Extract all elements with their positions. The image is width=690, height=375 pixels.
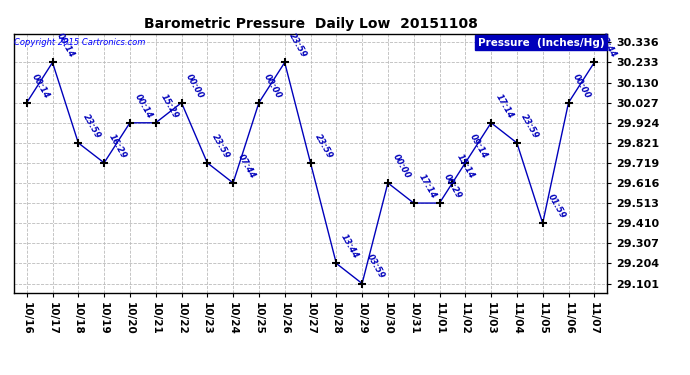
Text: 17:14: 17:14 <box>494 92 515 120</box>
Text: 00:14: 00:14 <box>132 92 154 120</box>
Text: 00:14: 00:14 <box>30 72 50 100</box>
Text: 09:14: 09:14 <box>468 132 489 160</box>
Text: 00:00: 00:00 <box>391 152 412 180</box>
Text: 23:59: 23:59 <box>520 112 541 140</box>
Text: 15:29: 15:29 <box>159 92 179 120</box>
Text: 01:59: 01:59 <box>546 193 566 220</box>
Title: Barometric Pressure  Daily Low  20151108: Barometric Pressure Daily Low 20151108 <box>144 17 477 31</box>
Text: Copyright 2015 Cartronics.com: Copyright 2015 Cartronics.com <box>14 38 146 46</box>
Text: 00:00: 00:00 <box>571 72 593 100</box>
Text: 00:29: 00:29 <box>442 172 464 200</box>
Text: 00:00: 00:00 <box>184 72 206 100</box>
Text: 13:44: 13:44 <box>339 233 360 261</box>
Text: 23:44: 23:44 <box>597 32 618 60</box>
Text: 23:59: 23:59 <box>210 132 231 160</box>
Text: 23:59: 23:59 <box>81 112 102 140</box>
Text: 00:00: 00:00 <box>262 72 283 100</box>
Text: 17:14: 17:14 <box>417 172 437 200</box>
Text: 07:44: 07:44 <box>236 152 257 180</box>
Text: Pressure  (Inches/Hg): Pressure (Inches/Hg) <box>477 38 604 48</box>
Text: 23:59: 23:59 <box>288 32 308 60</box>
Text: 23:59: 23:59 <box>313 132 335 160</box>
Text: 16:29: 16:29 <box>107 132 128 160</box>
Text: 15:14: 15:14 <box>455 152 476 180</box>
Text: 03:59: 03:59 <box>365 253 386 281</box>
Text: 00:14: 00:14 <box>55 32 77 60</box>
